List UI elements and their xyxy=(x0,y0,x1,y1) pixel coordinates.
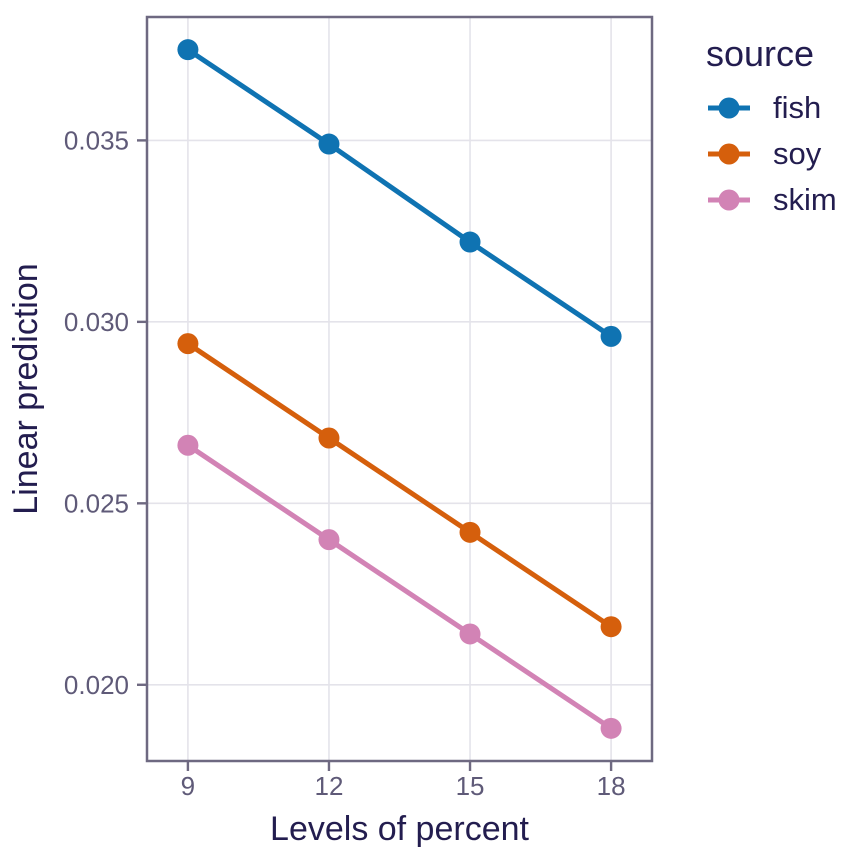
marker-soy-x18 xyxy=(600,616,622,638)
marker-soy-x9 xyxy=(177,333,199,355)
legend-item-skim: skim xyxy=(706,177,837,223)
marker-soy-x15 xyxy=(459,521,481,543)
marker-fish-x9 xyxy=(177,39,199,61)
marker-soy-x12 xyxy=(318,427,340,449)
legend-title: source xyxy=(706,33,815,74)
legend-item-soy: soy xyxy=(706,131,837,177)
y-tick-label-0.020: 0.020 xyxy=(64,670,129,700)
x-axis-title: Levels of percent xyxy=(270,810,529,848)
marker-fish-x18 xyxy=(600,325,622,347)
marker-skim-x18 xyxy=(600,717,622,739)
legend: source fish soy skim xyxy=(706,36,837,223)
legend-key-skim-icon xyxy=(708,189,750,211)
marker-fish-x12 xyxy=(318,133,340,155)
x-tick-label-15: 15 xyxy=(456,771,485,801)
marker-skim-x9 xyxy=(177,434,199,456)
legend-label: skim xyxy=(773,182,837,217)
marker-fish-x15 xyxy=(459,231,481,253)
legend-item-fish: fish xyxy=(706,85,837,131)
y-tick-label-0.030: 0.030 xyxy=(64,307,129,337)
y-tick-label-0.025: 0.025 xyxy=(64,488,129,518)
marker-skim-x15 xyxy=(459,623,481,645)
x-tick-label-12: 12 xyxy=(315,771,344,801)
x-tick-label-18: 18 xyxy=(597,771,626,801)
y-axis-title: Linear prediction xyxy=(7,263,45,515)
legend-key-soy-icon xyxy=(708,143,750,165)
x-tick-label-9: 9 xyxy=(181,771,195,801)
legend-label: fish xyxy=(773,90,822,125)
panel-border xyxy=(145,15,654,763)
panel-background xyxy=(147,17,652,761)
legend-label: soy xyxy=(773,136,822,171)
series-line-soy xyxy=(186,341,613,629)
legend-key-fish-icon xyxy=(708,97,750,119)
marker-skim-x12 xyxy=(318,529,340,551)
y-tick-label-0.035: 0.035 xyxy=(64,125,129,155)
series-line-skim xyxy=(186,443,613,731)
legend-items: fish soy skim xyxy=(706,85,837,223)
series-line-fish xyxy=(186,47,613,339)
